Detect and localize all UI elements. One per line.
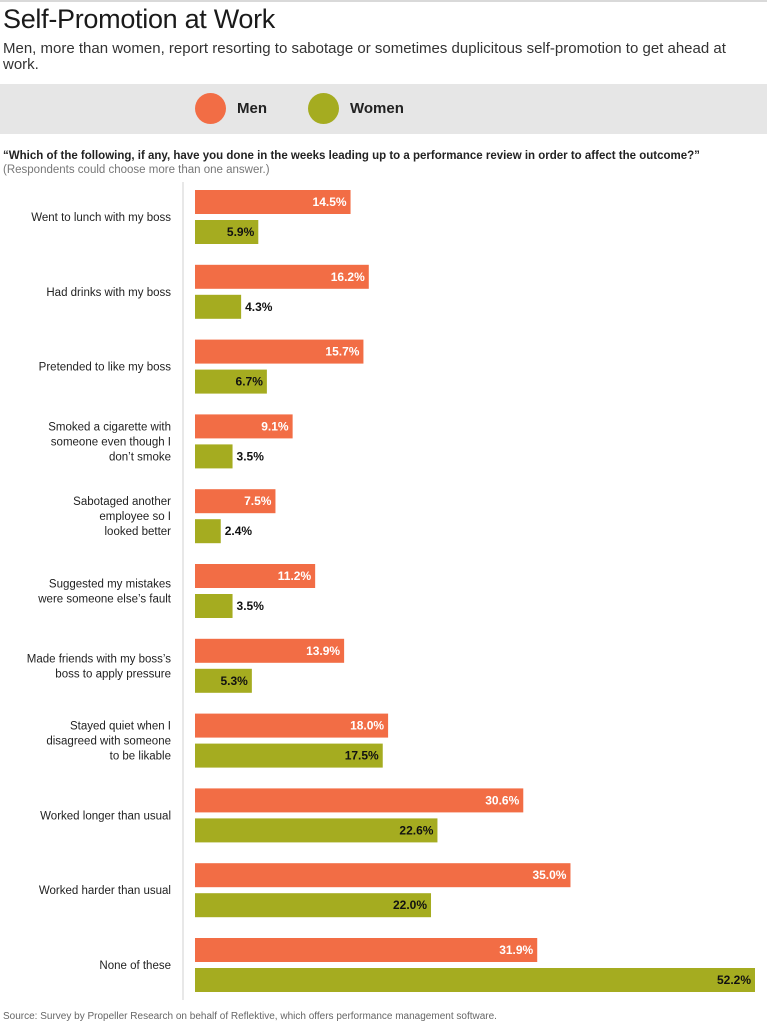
top-rule <box>0 0 767 2</box>
bar-women-sabotaged-another-employee-so-i-looked-better <box>195 519 221 544</box>
category-label-none-of-these: None of these <box>99 960 171 972</box>
bar-men-worked-longer-than-usual <box>195 788 524 813</box>
value-label-men-went-to-lunch-with-my-boss: 14.5% <box>313 195 347 209</box>
value-label-women-went-to-lunch-with-my-boss: 5.9% <box>227 225 255 239</box>
survey-note: (Respondents could choose more than one … <box>3 164 270 176</box>
value-label-women-none-of-these: 52.2% <box>717 973 751 987</box>
value-label-women-sabotaged-another-employee-so-i-looked-better: 2.4% <box>225 524 253 538</box>
legend-item-women: Women <box>308 93 404 124</box>
bar-men-suggested-my-mistakes-were-someone-else-s-fault <box>195 564 316 588</box>
legend-swatch-men <box>195 93 226 124</box>
value-label-women-worked-harder-than-usual: 22.0% <box>393 898 427 912</box>
value-label-men-none-of-these: 31.9% <box>499 943 533 957</box>
bar-women-worked-longer-than-usual <box>195 818 438 843</box>
chart-title: Self-Promotion at Work <box>3 4 275 34</box>
bar-women-went-to-lunch-with-my-boss <box>195 220 259 244</box>
value-label-men-worked-harder-than-usual: 35.0% <box>532 868 566 882</box>
value-label-women-worked-longer-than-usual: 22.6% <box>399 823 433 837</box>
survey-question: “Which of the following, if any, have yo… <box>3 150 700 162</box>
value-label-men-sabotaged-another-employee-so-i-looked-better: 7.5% <box>244 494 272 508</box>
bar-men-pretended-to-like-my-boss <box>195 339 364 364</box>
value-label-men-had-drinks-with-my-boss: 16.2% <box>331 270 365 284</box>
value-label-women-suggested-my-mistakes-were-someone-else-s-fault: 3.5% <box>237 599 265 613</box>
value-label-men-smoked-a-cigarette-with-someone-even-though-i-don-t-smoke: 9.1% <box>261 419 289 433</box>
value-label-men-stayed-quiet-when-i-disagreed-with-someone-to-be-likable: 18.0% <box>350 719 384 733</box>
bar-women-worked-harder-than-usual <box>195 893 432 918</box>
source-note: Source: Survey by Propeller Research on … <box>3 1011 497 1022</box>
value-label-men-worked-longer-than-usual: 30.6% <box>485 793 519 807</box>
bar-men-had-drinks-with-my-boss <box>195 264 369 289</box>
legend-label-men: Men <box>237 100 267 117</box>
legend-label-women: Women <box>350 100 404 117</box>
category-label-worked-longer-than-usual: Worked longer than usual <box>40 810 171 822</box>
value-label-women-smoked-a-cigarette-with-someone-even-though-i-don-t-smoke: 3.5% <box>237 449 265 463</box>
bar-women-made-friends-with-my-boss-s-boss-to-apply-pressure <box>195 668 252 693</box>
bar-men-went-to-lunch-with-my-boss <box>195 190 351 214</box>
value-label-women-stayed-quiet-when-i-disagreed-with-someone-to-be-likable: 17.5% <box>345 749 379 763</box>
bar-men-none-of-these <box>195 938 538 962</box>
legend-item-men: Men <box>195 93 267 124</box>
category-label-went-to-lunch-with-my-boss: Went to lunch with my boss <box>31 212 171 224</box>
value-label-women-made-friends-with-my-boss-s-boss-to-apply-pressure: 5.3% <box>220 674 248 688</box>
category-label-worked-harder-than-usual: Worked harder than usual <box>39 885 171 897</box>
bar-women-suggested-my-mistakes-were-someone-else-s-fault <box>195 594 233 618</box>
bar-women-pretended-to-like-my-boss <box>195 369 267 394</box>
bar-men-sabotaged-another-employee-so-i-looked-better <box>195 489 276 514</box>
bar-men-worked-harder-than-usual <box>195 863 571 888</box>
chart-subtitle: Men, more than women, report resorting t… <box>3 40 726 73</box>
category-label-had-drinks-with-my-boss: Had drinks with my boss <box>46 287 171 299</box>
value-label-women-had-drinks-with-my-boss: 4.3% <box>245 300 273 314</box>
value-label-men-suggested-my-mistakes-were-someone-else-s-fault: 11.2% <box>278 569 312 583</box>
legend-swatch-women <box>308 93 339 124</box>
bar-men-made-friends-with-my-boss-s-boss-to-apply-pressure <box>195 638 345 663</box>
bar-men-smoked-a-cigarette-with-someone-even-though-i-don-t-smoke <box>195 414 293 439</box>
legend: Men Women <box>0 84 767 134</box>
value-label-women-pretended-to-like-my-boss: 6.7% <box>236 375 264 389</box>
category-label-pretended-to-like-my-boss: Pretended to like my boss <box>39 362 172 374</box>
bar-chart: 14.5% 5.9% Went to lunch with my boss 16.2%… <box>27 182 755 1000</box>
value-label-men-made-friends-with-my-boss-s-boss-to-apply-pressure: 13.9% <box>306 644 340 658</box>
category-label-suggested-my-mistakes-were-someone-else-s-fault: Suggested my mistakes were someone else’s… <box>37 579 172 606</box>
value-label-men-pretended-to-like-my-boss: 15.7% <box>325 345 359 359</box>
bar-women-none-of-these <box>195 968 755 992</box>
bar-women-had-drinks-with-my-boss <box>195 294 242 319</box>
bar-women-smoked-a-cigarette-with-someone-even-though-i-don-t-smoke <box>195 444 233 469</box>
bar-women-stayed-quiet-when-i-disagreed-with-someone-to-be-likable <box>195 743 383 768</box>
category-label-made-friends-with-my-boss-s-boss-to-apply-pressure: Made friends with my boss’s boss to apply… <box>27 653 171 680</box>
category-label-smoked-a-cigarette-with-someone-even-though-i-don-t-smoke: Smoked a cigarette with someone even thou… <box>48 421 171 463</box>
bar-men-stayed-quiet-when-i-disagreed-with-someone-to-be-likable <box>195 713 389 738</box>
